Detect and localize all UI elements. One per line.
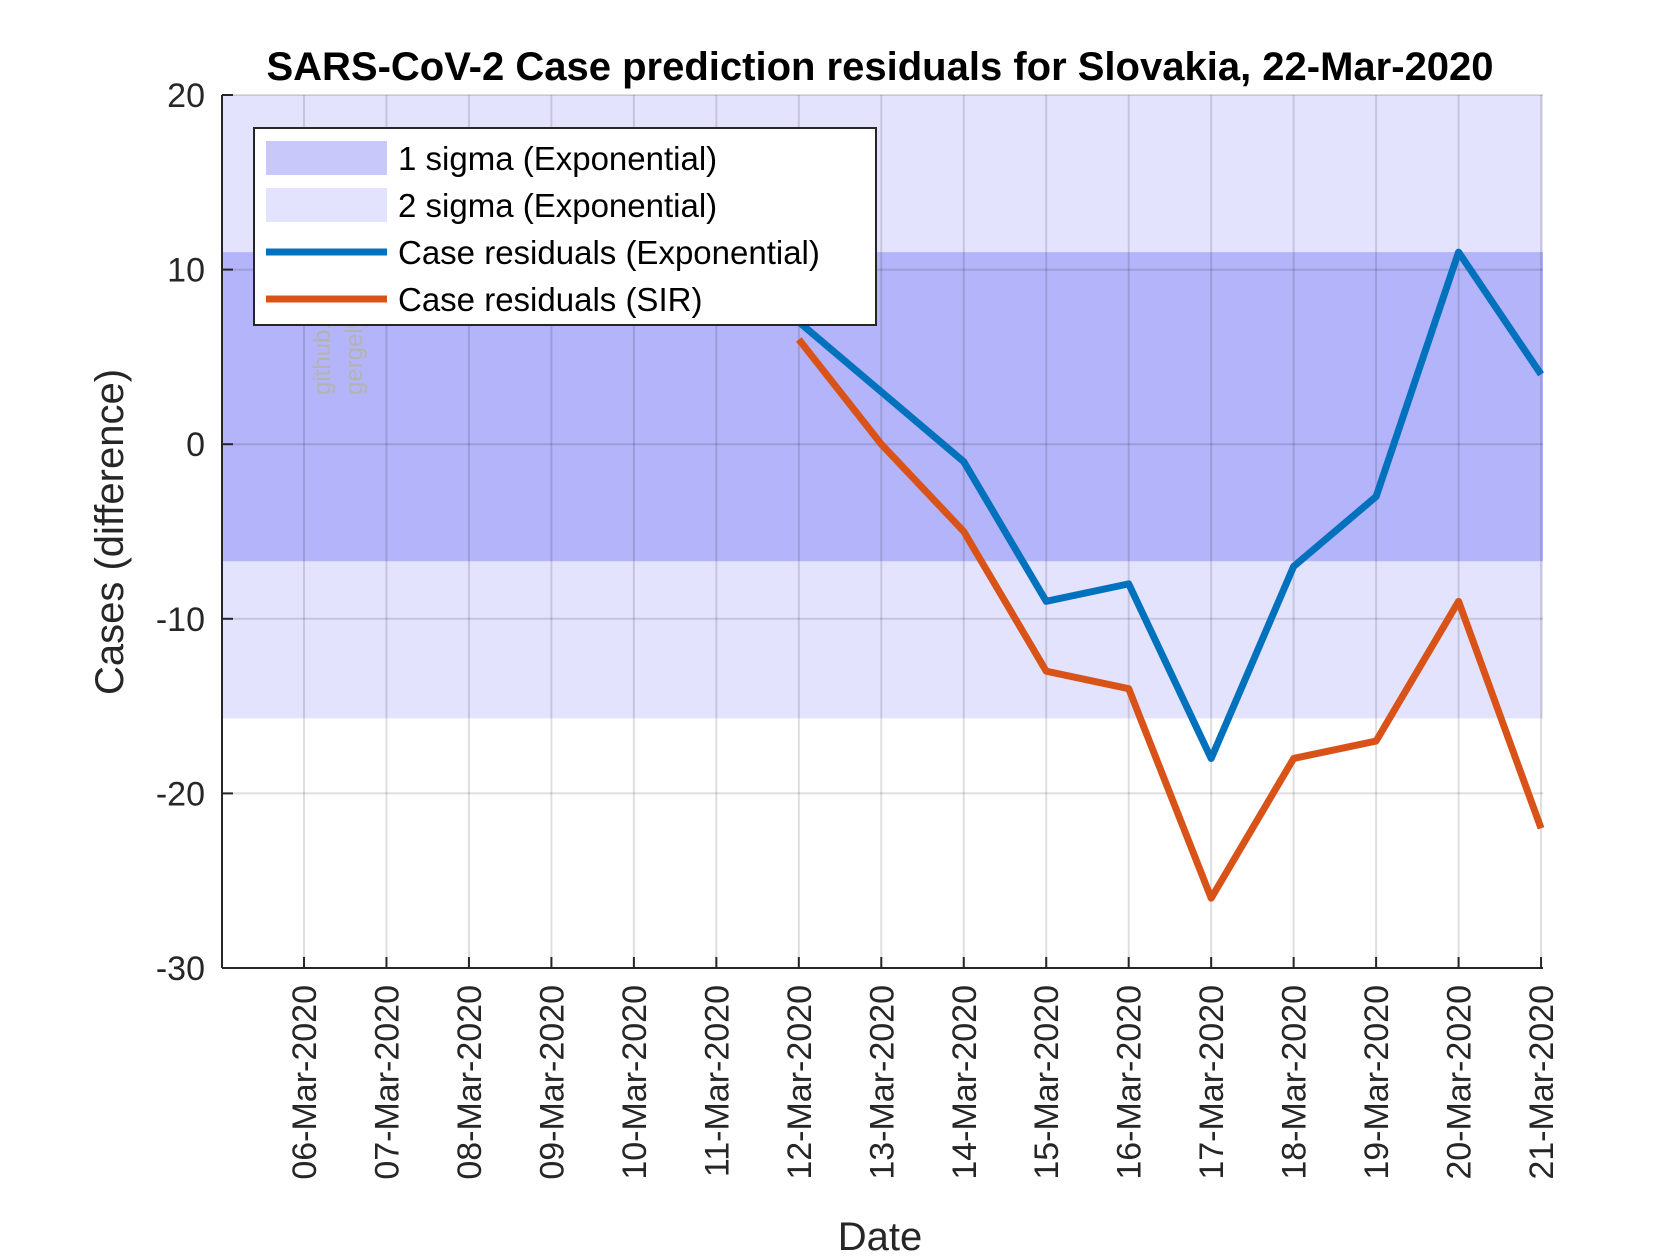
x-tick-label: 15-Mar-2020	[1028, 985, 1066, 1180]
legend-label: Case residuals (Exponential)	[398, 234, 820, 271]
x-tick-label: 21-Mar-2020	[1523, 985, 1561, 1180]
x-tick-label: 10-Mar-2020	[616, 985, 654, 1180]
x-tick-label: 07-Mar-2020	[368, 985, 406, 1180]
y-tick-label: 20	[167, 77, 205, 115]
x-tick-label: 08-Mar-2020	[451, 985, 489, 1180]
x-tick-label: 12-Mar-2020	[781, 985, 819, 1180]
x-tick-label: 14-Mar-2020	[946, 985, 984, 1180]
axes	[221, 94, 1543, 969]
y-tick-label: 0	[186, 426, 205, 464]
series-line-1	[796, 248, 1544, 762]
series-line-2	[796, 337, 1545, 902]
y-tick-label: -10	[156, 601, 205, 639]
y-tick-label: -20	[156, 775, 205, 813]
legend-swatch	[266, 188, 387, 222]
x-tick-label: 20-Mar-2020	[1441, 985, 1479, 1180]
chart-title: SARS-CoV-2 Case prediction residuals for…	[266, 45, 1493, 89]
x-tick-label: 19-Mar-2020	[1358, 985, 1396, 1180]
x-tick-labels: 06-Mar-2020 07-Mar-2020 08-Mar-2020 09-Mar-…	[286, 985, 1561, 1180]
x-tick-label: 18-Mar-2020	[1276, 985, 1314, 1180]
x-tick-label: 17-Mar-2020	[1193, 985, 1231, 1180]
y-tick-label: -30	[156, 950, 205, 988]
legend-label: 2 sigma (Exponential)	[398, 187, 717, 224]
y-tick-labels: 20 10 0 -10 -20 -30	[156, 77, 205, 988]
legend-label: 1 sigma (Exponential)	[398, 140, 717, 177]
y-tick-label: 10	[167, 252, 205, 290]
x-tick-label: 16-Mar-2020	[1111, 985, 1149, 1180]
x-tick-label: 06-Mar-2020	[286, 985, 324, 1180]
x-axis-label: Date	[838, 1215, 923, 1259]
legend-label: Case residuals (SIR)	[398, 281, 702, 318]
y-axis-label: Cases (difference)	[88, 369, 132, 695]
x-tick-label: 09-Mar-2020	[533, 985, 571, 1180]
x-tick-label: 11-Mar-2020	[698, 985, 736, 1177]
series-lines	[796, 248, 1545, 902]
legend: 1 sigma (Exponential) 2 sigma (Exponentia…	[253, 127, 877, 326]
legend-swatch	[266, 141, 387, 175]
x-tick-label: 13-Mar-2020	[863, 985, 901, 1180]
